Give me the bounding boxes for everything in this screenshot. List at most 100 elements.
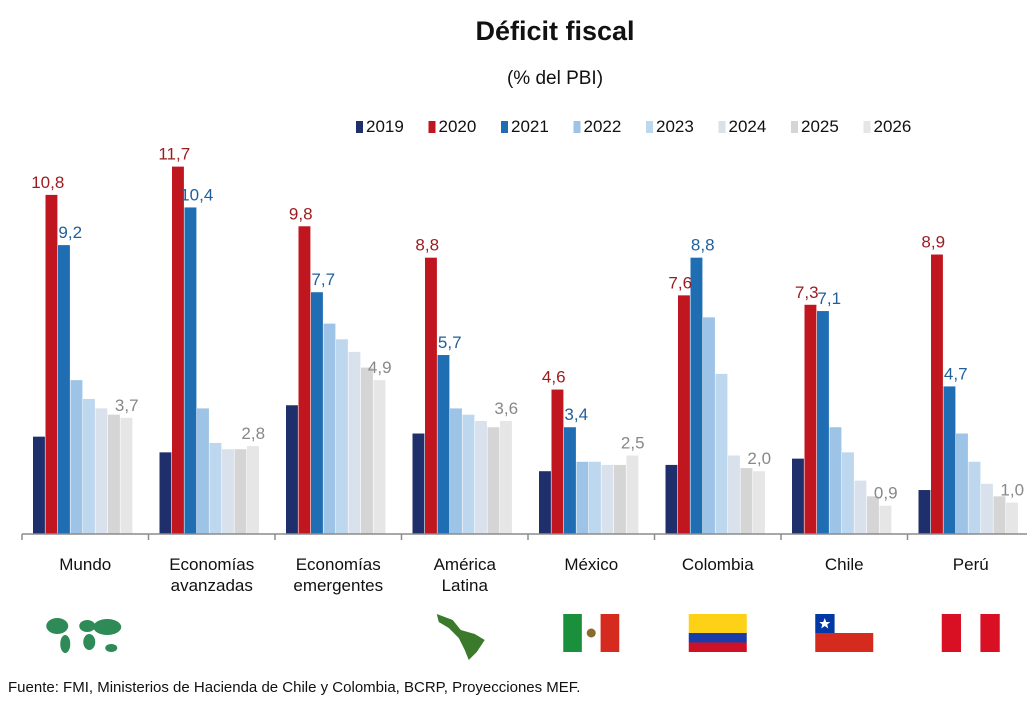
category-label-economias-avanzadas: Economías [169, 555, 254, 574]
legend-swatch-2021 [501, 121, 508, 133]
category-label-mundo: Mundo [59, 555, 111, 574]
data-label-0-2026: 3,7 [115, 396, 139, 415]
bar-america-latina-2023 [462, 414, 475, 534]
bar-mexico-2024 [601, 464, 614, 534]
bar-economias-avanzadas-2020 [172, 166, 184, 534]
bar-america-latina-2025 [487, 427, 500, 534]
bar-colombia-2026 [753, 471, 765, 534]
bar-chile-2026 [879, 505, 892, 534]
data-label-3-2020: 8,8 [415, 236, 439, 255]
bar-chile-2023 [842, 452, 854, 534]
bar-colombia-2019 [665, 464, 678, 534]
bar-economias-emergentes-2022 [323, 323, 336, 534]
category-label-peru: Perú [953, 555, 989, 574]
bar-economias-avanzadas-2021 [184, 207, 197, 534]
bar-mundo-2024 [95, 408, 108, 534]
legend-label-2021: 2021 [511, 117, 549, 136]
legend-swatch-2019 [356, 121, 363, 133]
bar-economias-emergentes-2019 [286, 405, 298, 534]
legend-label-2025: 2025 [801, 117, 839, 136]
bar-peru-2021 [943, 386, 956, 534]
data-labels: 10,8 9,2 3,7 11,7 10,4 2,8 9,8 7,7 4,9 8,8 5,7 3,6 4… [31, 145, 1024, 503]
data-label-1-2021: 10,4 [180, 185, 213, 204]
data-label-3-2021: 5,7 [438, 333, 462, 352]
data-label-6-2026: 0,9 [874, 484, 898, 503]
bar-peru-2026 [1006, 502, 1018, 534]
category-label-mexico: México [564, 555, 618, 574]
bar-america-latina-2024 [475, 420, 487, 534]
category-label-economias-emergentes: Economías [296, 555, 381, 574]
bar-economias-emergentes-2025 [361, 367, 373, 534]
bar-colombia-2020 [678, 295, 690, 534]
legend-swatch-2024 [718, 121, 726, 133]
data-label-2-2020: 9,8 [289, 204, 313, 223]
data-label-2-2026: 4,9 [368, 358, 392, 377]
data-label-4-2026: 2,5 [621, 434, 645, 453]
bar-colombia-2022 [703, 317, 715, 534]
legend-label-2026: 2026 [874, 117, 912, 136]
data-label-7-2026: 1,0 [1000, 481, 1024, 500]
category-label-chile: Chile [825, 555, 864, 574]
category-label-economias-emergentes: emergentes [293, 576, 383, 595]
data-label-5-2021: 8,8 [691, 236, 715, 255]
data-label-1-2020: 11,7 [158, 145, 190, 164]
bar-america-latina-2019 [412, 433, 425, 534]
bar-economias-avanzadas-2025 [234, 449, 247, 534]
bar-america-latina-2026 [500, 420, 512, 534]
bar-economias-avanzadas-2022 [197, 408, 209, 534]
category-label-america-latina: Latina [442, 576, 489, 595]
chart-title: Déficit fiscal [475, 16, 634, 46]
category-label-economias-avanzadas: avanzadas [171, 576, 253, 595]
data-label-4-2020: 4,6 [542, 368, 566, 387]
bar-mexico-2021 [564, 427, 576, 534]
legend-label-2020: 2020 [439, 117, 477, 136]
bar-mundo-2019 [33, 436, 45, 534]
bar-colombia-2023 [715, 373, 728, 534]
legend-swatch-2022 [573, 121, 581, 133]
bar-economias-emergentes-2023 [336, 339, 348, 534]
data-label-6-2021: 7,1 [817, 289, 841, 308]
bar-peru-2025 [993, 496, 1006, 534]
data-label-0-2021: 9,2 [58, 223, 82, 242]
bar-chile-2021 [817, 311, 829, 534]
legend-label-2022: 2022 [584, 117, 622, 136]
bar-peru-2020 [931, 254, 943, 535]
bar-economias-emergentes-2021 [311, 292, 323, 534]
colombia-flag-icon [688, 614, 747, 652]
data-label-3-2026: 3,6 [494, 399, 518, 418]
bar-mundo-2026 [120, 417, 133, 534]
legend-swatch-2025 [791, 121, 798, 133]
bar-mexico-2019 [539, 471, 551, 534]
bar-peru-2019 [918, 490, 931, 534]
bar-mundo-2025 [108, 414, 120, 534]
bars [33, 166, 1018, 535]
chile-flag-icon [815, 614, 874, 652]
data-label-4-2021: 3,4 [564, 405, 588, 424]
bar-economias-emergentes-2020 [298, 226, 311, 534]
bar-chile-2022 [829, 427, 842, 534]
bar-chile-2024 [854, 480, 867, 534]
bar-colombia-2021 [690, 257, 703, 534]
bar-peru-2023 [968, 461, 981, 534]
legend-label-2019: 2019 [366, 117, 404, 136]
legend-swatch-2026 [863, 121, 871, 133]
bar-peru-2022 [956, 433, 968, 534]
bar-chile-2020 [804, 304, 817, 534]
bar-mundo-2021 [58, 245, 70, 534]
bar-mexico-2022 [576, 461, 589, 534]
bar-mundo-2023 [83, 398, 95, 534]
bar-chile-2025 [867, 496, 879, 534]
category-icons [46, 614, 1000, 660]
world-map-icon [46, 618, 122, 653]
bar-economias-avanzadas-2026 [247, 446, 259, 534]
category-label-colombia: Colombia [682, 555, 754, 574]
data-label-5-2020: 7,6 [668, 273, 692, 292]
latin-america-map-icon [436, 614, 485, 660]
bar-chile-2019 [792, 458, 804, 534]
data-label-2-2021: 7,7 [311, 270, 335, 289]
legend-swatch-2023 [646, 121, 653, 133]
bar-america-latina-2020 [425, 257, 437, 534]
bar-economias-avanzadas-2024 [222, 449, 234, 534]
chart-subtitle: (% del PBI) [507, 68, 603, 89]
